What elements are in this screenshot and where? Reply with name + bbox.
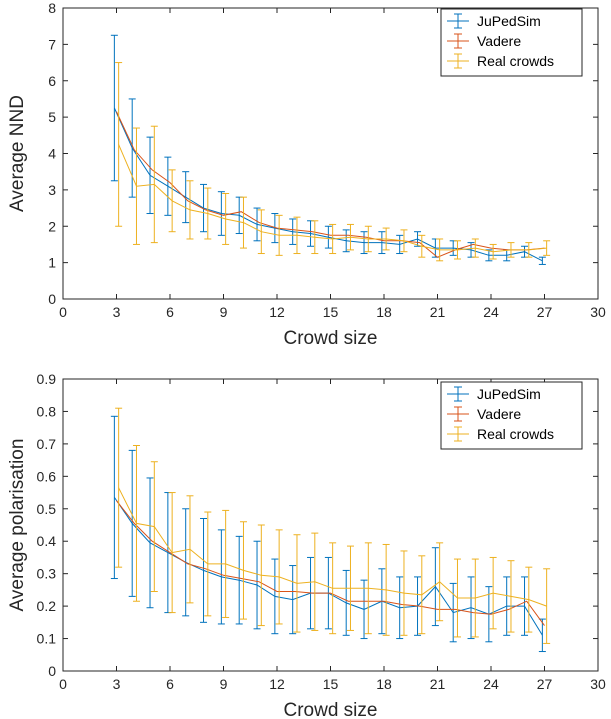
y-tick-label: 0: [48, 291, 56, 307]
series-line: [113, 107, 543, 262]
legend: JuPedSim Vadere Real crowds: [440, 381, 583, 450]
legend: JuPedSim Vadere Real crowds: [440, 8, 583, 77]
legend-item: Vadere: [447, 406, 521, 422]
y-tick-label: 0.1: [37, 631, 57, 647]
x-tick-label: 18: [376, 304, 392, 320]
series-line: [118, 144, 547, 253]
x-tick-label: 6: [166, 304, 174, 320]
x-tick-label: 21: [430, 676, 446, 692]
x-tick-label: 18: [376, 676, 392, 692]
legend-item: JuPedSim: [447, 13, 541, 29]
legend-label: JuPedSim: [477, 13, 541, 29]
series-vadere: [116, 500, 545, 626]
y-tick-label: 0.9: [37, 371, 57, 387]
series-vadere: [116, 111, 545, 258]
x-tick-label: 24: [483, 304, 499, 320]
y-tick-label: 0.7: [37, 436, 57, 452]
x-tick-label: 15: [323, 676, 339, 692]
legend-label: JuPedSim: [477, 386, 541, 402]
y-tick-label: 1: [48, 255, 56, 271]
series-jupedsim: [110, 415, 546, 653]
legend-box: [440, 381, 583, 450]
series-line: [118, 487, 547, 607]
legend-label: Real crowds: [477, 53, 554, 69]
x-tick-label: 30: [590, 304, 606, 320]
y-tick-label: 0: [48, 663, 56, 679]
x-tick-label: 12: [269, 676, 285, 692]
y-tick-label: 3: [48, 182, 56, 198]
x-tick-label: 15: [323, 304, 339, 320]
series-real-crowds: [115, 407, 551, 644]
x-tick-label: 30: [590, 676, 606, 692]
legend-label: Vadere: [477, 33, 521, 49]
y-tick-label: 5: [48, 109, 56, 125]
y-tick-label: 0.5: [37, 501, 57, 517]
y-tick-label: 7: [48, 36, 56, 52]
x-tick-label: 9: [220, 304, 228, 320]
legend-label: Real crowds: [477, 426, 554, 442]
series-real-crowds: [115, 62, 551, 262]
y-axis-title: Average polarisation: [7, 439, 28, 612]
x-axis-title: Crowd size: [284, 328, 378, 349]
series-line: [116, 111, 545, 258]
legend-label: Vadere: [477, 406, 521, 422]
legend-item: Real crowds: [447, 426, 554, 442]
y-tick-label: 0.2: [37, 598, 57, 614]
y-tick-label: 0.3: [37, 566, 57, 582]
legend-item: JuPedSim: [447, 386, 541, 402]
y-tick-label: 0.8: [37, 403, 57, 419]
legend-item: Vadere: [447, 33, 521, 49]
x-tick-label: 12: [269, 304, 285, 320]
y-tick-label: 8: [48, 0, 56, 16]
y-tick-label: 6: [48, 73, 56, 89]
legend-item: Real crowds: [447, 53, 554, 69]
y-tick-label: 2: [48, 218, 56, 234]
y-tick-label: 0.6: [37, 468, 57, 484]
x-tick-label: 6: [166, 676, 174, 692]
x-tick-label: 27: [537, 676, 553, 692]
y-axis-title: Average NND: [7, 95, 28, 212]
x-tick-label: 21: [430, 304, 446, 320]
series-line: [116, 500, 545, 626]
x-tick-label: 9: [220, 676, 228, 692]
legend-box: [440, 8, 583, 77]
chart-2: 0 3 6 9 12 15 18 21 24 27 30 0 0.1 0.2 0.3 0.4 0.5 0.6 0.7…: [7, 371, 606, 719]
y-tick-label: 0.4: [37, 533, 57, 549]
x-tick-label: 0: [59, 676, 67, 692]
x-tick-label: 27: [537, 304, 553, 320]
x-tick-label: 3: [113, 676, 121, 692]
y-tick-label: 4: [48, 146, 56, 162]
x-tick-label: 24: [483, 676, 499, 692]
x-tick-label: 0: [59, 304, 67, 320]
x-tick-label: 3: [113, 304, 121, 320]
x-axis-title: Crowd size: [284, 700, 378, 719]
